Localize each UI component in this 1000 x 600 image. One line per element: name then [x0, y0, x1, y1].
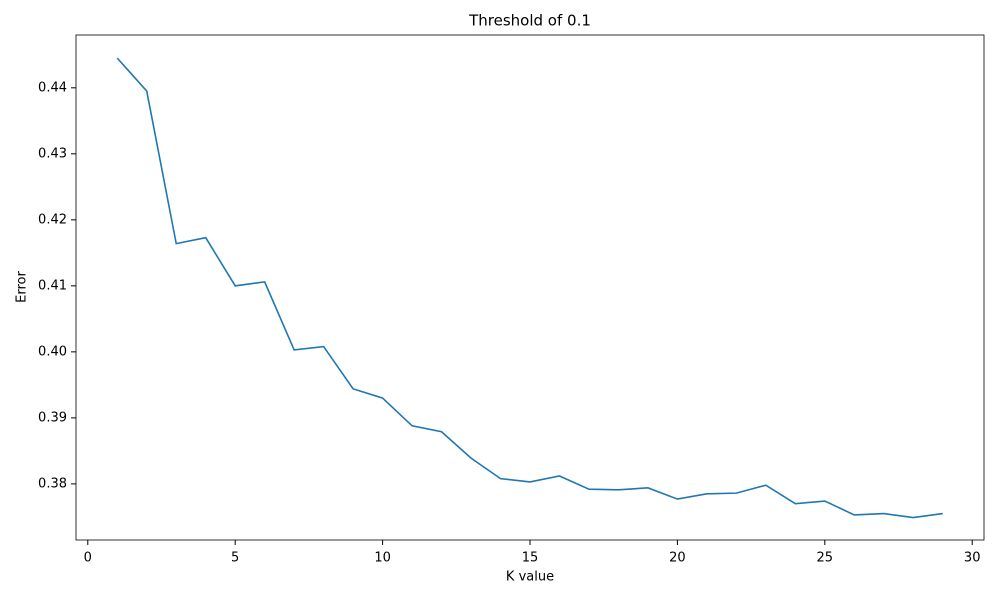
x-axis-label: K value: [506, 570, 554, 585]
x-tick-label: 0: [84, 551, 92, 566]
x-tick-label: 25: [817, 551, 834, 566]
y-tick-label: 0.40: [38, 344, 67, 359]
y-tick-label: 0.44: [38, 80, 67, 95]
chart-title: Threshold of 0.1: [468, 12, 591, 30]
x-tick-label: 10: [374, 551, 391, 566]
data-line: [116, 57, 943, 519]
x-tick-label: 20: [669, 551, 686, 566]
x-tick-label: 30: [964, 551, 981, 566]
x-tick-label: 15: [522, 551, 539, 566]
y-tick-label: 0.39: [38, 410, 67, 425]
y-tick-label: 0.43: [38, 146, 67, 161]
plot-frame: [75, 34, 985, 541]
y-axis-label: Error: [15, 271, 30, 303]
x-tick-label: 5: [231, 551, 239, 566]
y-tick-label: 0.41: [38, 278, 67, 293]
y-tick-label: 0.42: [38, 212, 67, 227]
y-tick-label: 0.38: [38, 476, 67, 491]
